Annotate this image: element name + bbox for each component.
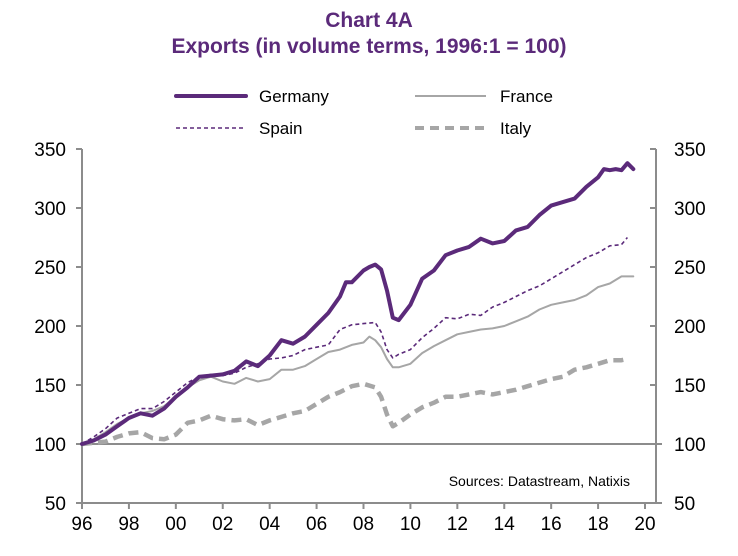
y-tick-label-right: 50	[674, 494, 695, 515]
y-tick-label-left: 100	[34, 435, 66, 456]
x-tick-label: 14	[494, 514, 516, 535]
series-line-germany	[80, 161, 636, 446]
series-line-italy	[81, 356, 628, 447]
y-tick-label-left: 350	[34, 140, 66, 161]
series-line-spain	[81, 236, 629, 445]
x-tick-label: 00	[165, 514, 186, 535]
x-tick-label: 02	[212, 514, 233, 535]
legend-label-france: France	[500, 87, 553, 106]
y-tick-label-right: 300	[674, 199, 706, 220]
y-tick-label-left: 150	[34, 376, 66, 397]
legend-label-italy: Italy	[500, 119, 532, 138]
x-tick-label: 98	[118, 514, 139, 535]
series-line-france	[81, 275, 635, 445]
y-tick-label-right: 150	[674, 376, 706, 397]
x-tick-label: 20	[634, 514, 655, 535]
x-tick-label: 06	[306, 514, 327, 535]
y-tick-label-right: 100	[674, 435, 706, 456]
legend: Germany France Spain Italy	[174, 87, 553, 138]
y-tick-label-left: 250	[34, 258, 66, 279]
x-tick-label: 16	[541, 514, 562, 535]
legend-label-germany: Germany	[259, 87, 329, 106]
x-tick-label: 96	[71, 514, 92, 535]
x-tick-label: 12	[447, 514, 468, 535]
x-tick-label: 18	[588, 514, 609, 535]
chart-title: Chart 4A	[325, 9, 413, 32]
source-note: Sources: Datastream, Natixis	[449, 473, 630, 489]
legend-label-spain: Spain	[259, 119, 302, 138]
y-tick-label-right: 250	[674, 258, 706, 279]
y-tick-label-left: 300	[34, 199, 66, 220]
chart-subtitle: Exports (in volume terms, 1996:1 = 100)	[171, 35, 567, 58]
y-tick-label-right: 200	[674, 317, 706, 338]
x-tick-label: 04	[259, 514, 281, 535]
x-tick-label: 10	[400, 514, 421, 535]
y-tick-label-right: 350	[674, 140, 706, 161]
y-tick-label-left: 50	[45, 494, 66, 515]
y-tick-label-left: 200	[34, 317, 66, 338]
x-tick-label: 08	[353, 514, 374, 535]
